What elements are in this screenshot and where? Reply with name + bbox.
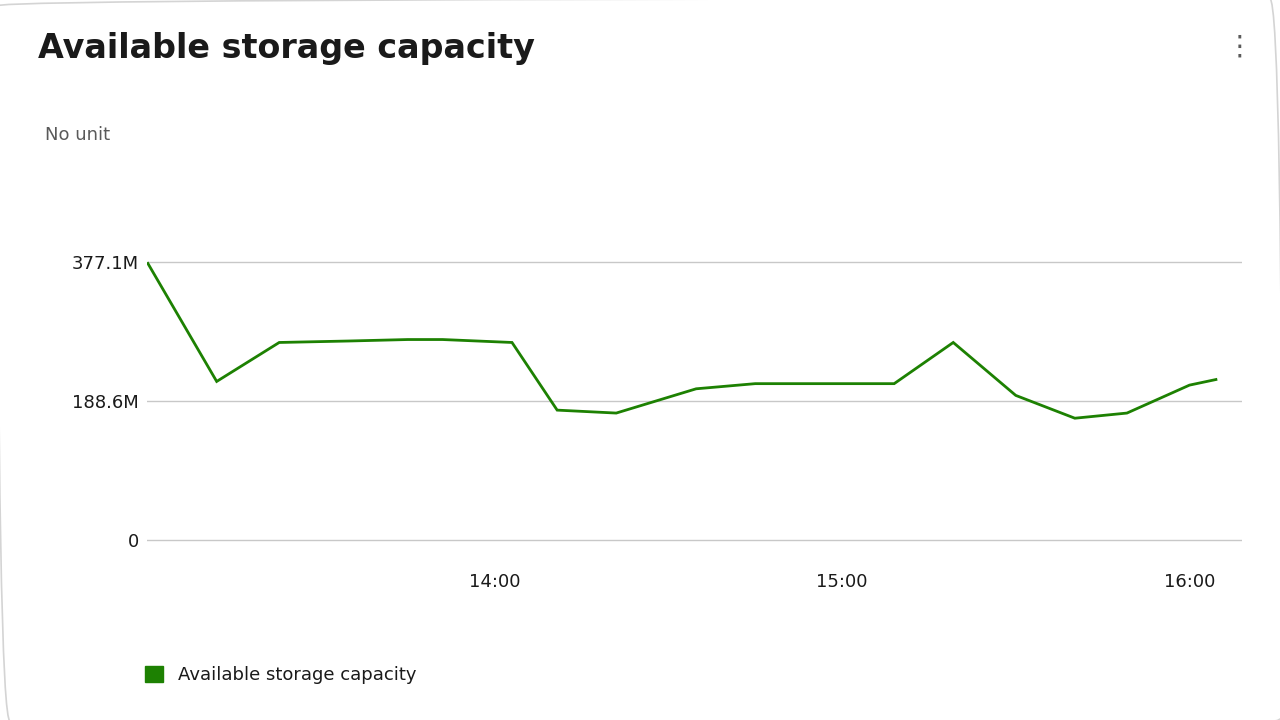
Legend: Available storage capacity: Available storage capacity — [146, 665, 416, 684]
Text: ⋮: ⋮ — [1225, 32, 1253, 60]
Text: Available storage capacity: Available storage capacity — [38, 32, 535, 66]
Text: No unit: No unit — [45, 126, 110, 144]
